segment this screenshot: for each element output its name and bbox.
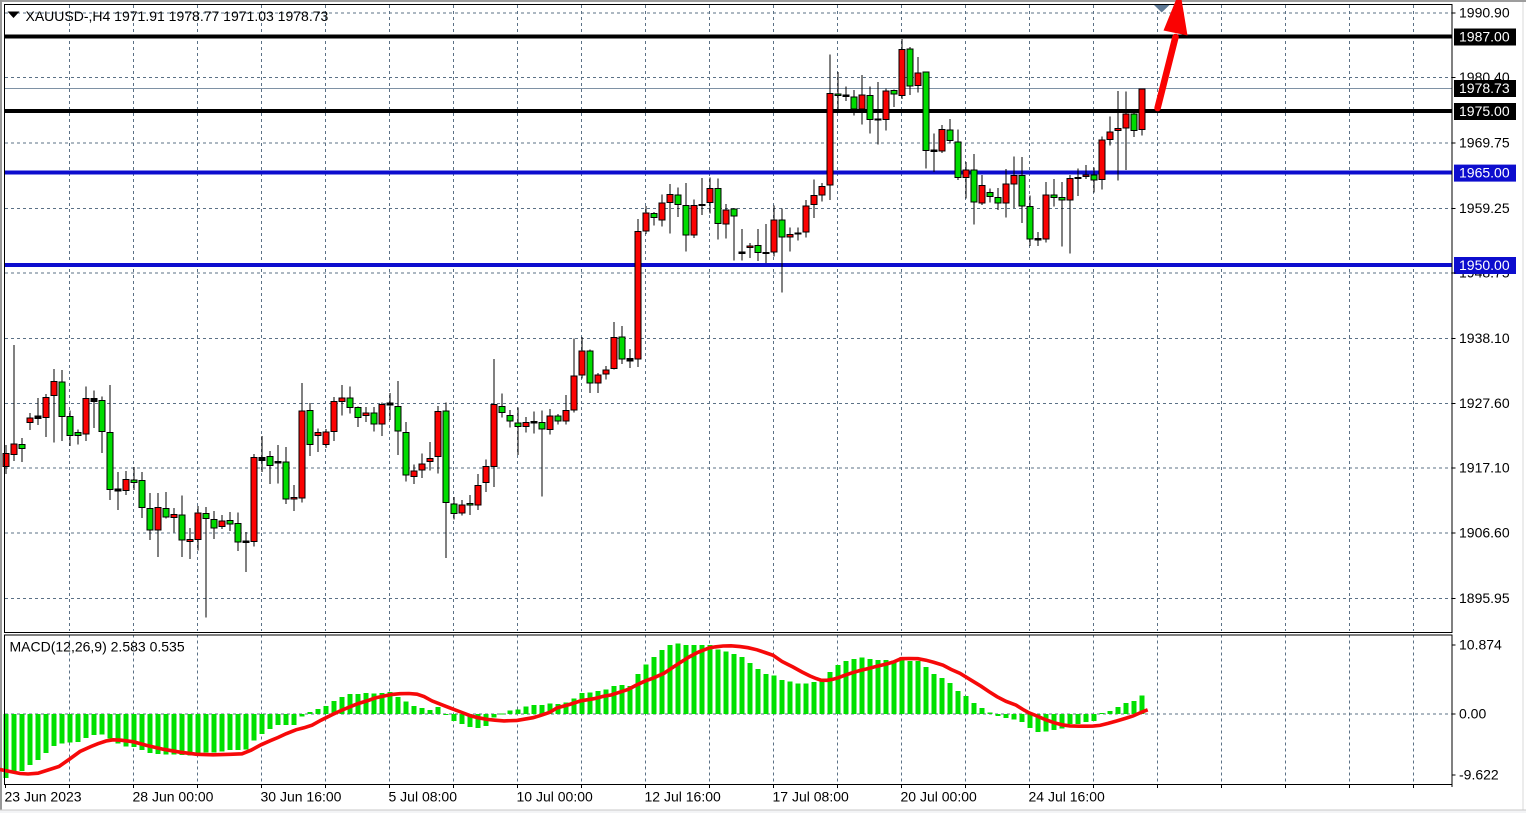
svg-text:17 Jul 08:00: 17 Jul 08:00 bbox=[773, 789, 849, 805]
svg-text:1987.00: 1987.00 bbox=[1459, 29, 1510, 45]
svg-text:1938.10: 1938.10 bbox=[1459, 330, 1510, 346]
svg-text:MACD(12,26,9) 2.583 0.535: MACD(12,26,9) 2.583 0.535 bbox=[10, 639, 185, 655]
svg-text:23 Jun 2023: 23 Jun 2023 bbox=[5, 789, 82, 805]
svg-text:10.874: 10.874 bbox=[1459, 637, 1502, 653]
svg-text:1965.00: 1965.00 bbox=[1459, 165, 1510, 181]
svg-text:28 Jun 00:00: 28 Jun 00:00 bbox=[133, 789, 214, 805]
svg-text:1927.60: 1927.60 bbox=[1459, 395, 1510, 411]
svg-text:30 Jun 16:00: 30 Jun 16:00 bbox=[261, 789, 342, 805]
svg-text:1917.10: 1917.10 bbox=[1459, 460, 1510, 476]
svg-text:1975.00: 1975.00 bbox=[1459, 103, 1510, 119]
svg-text:1969.75: 1969.75 bbox=[1459, 135, 1510, 151]
svg-text:1978.73: 1978.73 bbox=[1459, 80, 1510, 96]
svg-text:1959.25: 1959.25 bbox=[1459, 200, 1510, 216]
svg-text:24 Jul 16:00: 24 Jul 16:00 bbox=[1029, 789, 1105, 805]
svg-text:1895.95: 1895.95 bbox=[1459, 590, 1510, 606]
svg-text:XAUUSD-,H4 1971.91 1978.77 19: XAUUSD-,H4 1971.91 1978.77 1971.03 1978.… bbox=[26, 8, 329, 24]
svg-text:1906.60: 1906.60 bbox=[1459, 525, 1510, 541]
svg-text:1990.90: 1990.90 bbox=[1459, 4, 1510, 20]
svg-text:-9.622: -9.622 bbox=[1459, 767, 1499, 783]
svg-text:1950.00: 1950.00 bbox=[1459, 257, 1510, 273]
svg-text:0.00: 0.00 bbox=[1459, 706, 1486, 722]
svg-text:10 Jul 00:00: 10 Jul 00:00 bbox=[517, 789, 593, 805]
svg-text:12 Jul 16:00: 12 Jul 16:00 bbox=[645, 789, 721, 805]
svg-text:5 Jul 08:00: 5 Jul 08:00 bbox=[389, 789, 458, 805]
svg-text:20 Jul 00:00: 20 Jul 00:00 bbox=[901, 789, 977, 805]
